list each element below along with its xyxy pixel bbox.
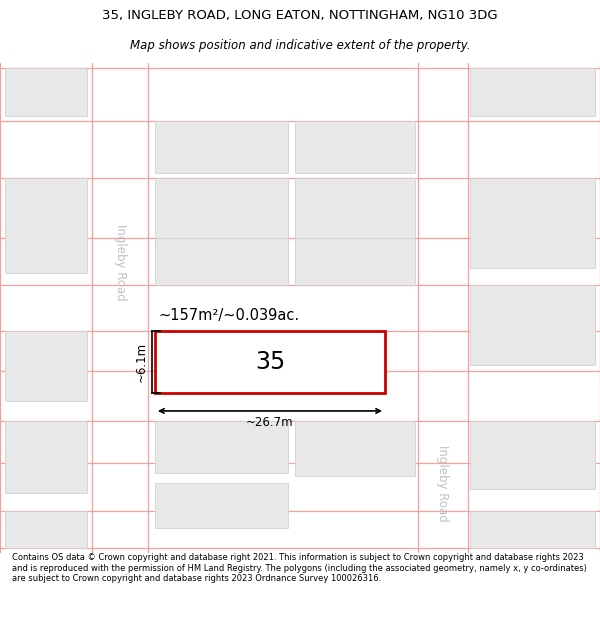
Bar (155, 483, 288, 528)
Bar (155, 177, 288, 242)
Text: 35: 35 (255, 350, 285, 374)
Bar (470, 177, 595, 268)
Bar (5, 331, 87, 401)
Bar (5, 177, 87, 272)
Bar (5, 421, 87, 493)
Bar (155, 238, 288, 285)
Bar (5, 511, 87, 548)
Bar (155, 331, 385, 393)
Bar (470, 68, 595, 116)
Text: Map shows position and indicative extent of the property.: Map shows position and indicative extent… (130, 39, 470, 51)
Text: ~157m²/~0.039ac.: ~157m²/~0.039ac. (158, 308, 299, 323)
Bar (470, 511, 595, 548)
Text: 35, INGLEBY ROAD, LONG EATON, NOTTINGHAM, NG10 3DG: 35, INGLEBY ROAD, LONG EATON, NOTTINGHAM… (102, 9, 498, 22)
Bar (295, 121, 415, 172)
Text: Ingleby Road: Ingleby Road (113, 224, 127, 301)
Text: Ingleby Road: Ingleby Road (437, 444, 449, 521)
Bar (5, 68, 87, 116)
Bar (470, 285, 595, 365)
Text: ~6.1m: ~6.1m (135, 342, 148, 382)
Bar (470, 421, 595, 489)
Bar (295, 421, 415, 476)
Text: ~26.7m: ~26.7m (246, 416, 294, 429)
Text: Contains OS data © Crown copyright and database right 2021. This information is : Contains OS data © Crown copyright and d… (12, 553, 587, 583)
Bar (155, 121, 288, 172)
Bar (295, 238, 415, 285)
Bar (155, 421, 288, 473)
Bar (295, 177, 415, 242)
